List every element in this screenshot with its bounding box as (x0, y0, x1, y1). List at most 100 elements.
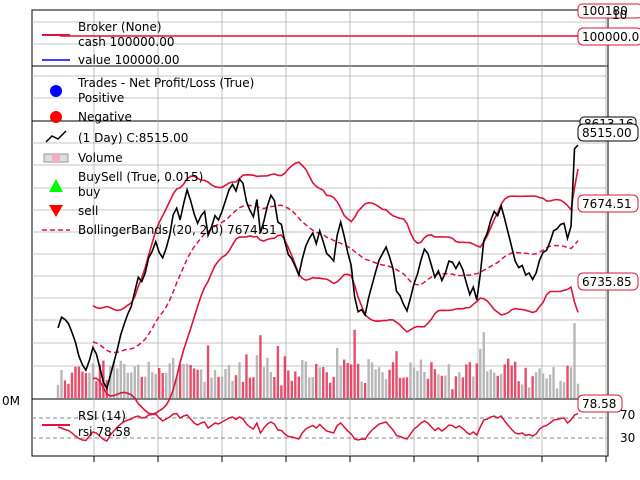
value-legend-label: value 100000.00 (78, 53, 179, 67)
volume-bar (133, 366, 136, 398)
volume-bar (189, 365, 192, 398)
cash-last-label: 100000.00 (582, 30, 640, 44)
volume-bar (206, 345, 210, 398)
volume-bar (151, 372, 154, 398)
volume-bar (116, 368, 119, 398)
volume-bar (454, 376, 458, 398)
volume-bar (119, 360, 123, 398)
volume-bar (409, 362, 412, 398)
volume-bar (412, 367, 416, 398)
volume-bar (196, 369, 199, 398)
negative-legend-label: Negative (78, 110, 132, 124)
positive-legend-label: Positive (78, 91, 124, 105)
volume-bar (112, 361, 116, 398)
close-price-line (57, 144, 579, 391)
buy-marker-icon (49, 179, 63, 192)
broker-tick-box (577, 3, 640, 19)
volume-bar (318, 367, 321, 398)
sell-marker-icon (49, 205, 63, 217)
volume-bar (405, 377, 409, 398)
volume-bar (74, 366, 77, 398)
volume-bar (161, 373, 164, 398)
volume-bar (374, 369, 377, 398)
broker-ytick-low: 10 (612, 8, 627, 22)
buy-legend-label: buy (78, 185, 100, 199)
bollinger-bottom-line (92, 234, 579, 415)
volume-bar (475, 363, 478, 398)
volume-bar (63, 380, 67, 398)
volume-bar (178, 364, 182, 398)
volume-bar (416, 370, 419, 398)
volume-bar (56, 384, 60, 398)
volume-bar (426, 378, 430, 398)
volume-bar (213, 370, 217, 398)
volume-bar (322, 367, 325, 398)
volume-bar (269, 372, 273, 398)
volume-bar (384, 379, 388, 398)
volume-bar (248, 377, 252, 398)
volume-bar (534, 372, 538, 398)
volume-bar (311, 377, 314, 398)
volume-bar (301, 360, 304, 398)
volume-bar (67, 383, 70, 398)
volume-bar (234, 375, 238, 398)
volume-legend-swatch-accent (52, 153, 60, 163)
volume-bar (419, 359, 423, 398)
volume-bar (531, 376, 534, 398)
volume-bar (335, 347, 339, 398)
volume-bar (329, 382, 332, 398)
volume-bar (507, 358, 510, 398)
low-price-box (577, 272, 639, 291)
cash-legend-label: cash 100000.00 (78, 35, 175, 49)
volume-bar (164, 372, 168, 398)
price-panel (31, 120, 609, 400)
volume-bar (513, 361, 517, 398)
volume-bar (437, 374, 440, 398)
volume-bar (423, 372, 426, 398)
volume-bar (517, 381, 520, 398)
volume-bar (238, 362, 241, 398)
bb-mid-box (577, 194, 639, 213)
sell-legend-label: sell (78, 204, 98, 218)
rsi-line (57, 412, 579, 442)
volume-bar (154, 373, 157, 398)
volume-bar (391, 362, 395, 398)
volume-bar (367, 359, 370, 398)
volume-bar (308, 377, 311, 398)
volume-bar (555, 388, 559, 398)
series-lines (32, 144, 608, 442)
volume-zero-label: 0M (2, 394, 20, 408)
volume-bar (294, 371, 297, 398)
volume-bar (130, 372, 133, 398)
volume-bar (290, 380, 294, 398)
volume-bar (224, 369, 227, 398)
volume-bar (559, 380, 562, 398)
negative-marker-icon (50, 111, 62, 123)
volume-bar (440, 375, 444, 398)
volume-bar (493, 372, 496, 398)
volume-bar (545, 378, 548, 398)
rsi-ytick-70: 70 (620, 408, 635, 422)
volume-bar (283, 356, 287, 398)
volume-bar (60, 370, 63, 398)
volume-bar (377, 367, 381, 398)
volume-bar (95, 381, 98, 398)
volume-bar (109, 365, 112, 398)
cash-last-box (577, 27, 640, 46)
rsi-ytick-30: 30 (620, 431, 635, 445)
broker-ytick-high: 100180 (582, 4, 628, 18)
volume-bar (266, 357, 269, 398)
volume-bar (287, 370, 290, 398)
volume-bar (77, 366, 81, 398)
volume-bar (192, 368, 196, 398)
volume-bar (370, 362, 374, 398)
trades-title: Trades - Net Profit/Loss (True) (77, 76, 254, 90)
volume-bar (210, 377, 213, 398)
close-price-box (577, 123, 639, 142)
volume-bar (175, 377, 178, 398)
volume-bar (433, 369, 437, 398)
volume-bar (199, 369, 203, 398)
volume-bar (363, 383, 367, 398)
volume-bar (259, 335, 262, 398)
